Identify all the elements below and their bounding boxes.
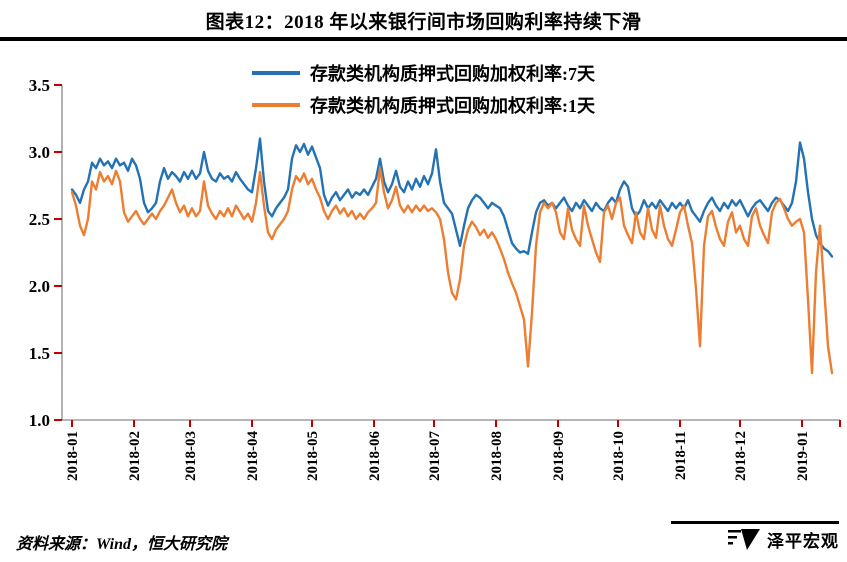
y-tick-label: 1.0 — [29, 411, 50, 430]
x-tick-label: 2018-02 — [127, 431, 143, 481]
x-tick-label: 2019-01 — [795, 431, 811, 481]
x-tick-label: 2018-09 — [551, 431, 567, 481]
brand-logo-text: 泽平宏观 — [767, 531, 839, 551]
line-chart: 3.5 3.0 2.5 2.0 1.5 1.0 2018-01 2018-02 2018-03 2… — [29, 76, 841, 481]
brand-logo: 泽平宏观 — [671, 521, 839, 552]
series-line-0 — [70, 137, 834, 258]
series-line-1 — [70, 166, 834, 375]
y-tick-label: 2.0 — [29, 277, 50, 296]
x-tick-label: 2018-10 — [611, 431, 627, 481]
page-title: 图表12：2018 年以来银行间市场回购利率持续下滑 — [205, 12, 642, 33]
x-tick-label: 2018-11 — [673, 431, 689, 480]
y-tick-label: 3.0 — [29, 143, 50, 162]
brand-logo-icon — [728, 529, 760, 550]
y-tick-label: 1.5 — [29, 344, 50, 363]
x-tick-label: 2018-08 — [489, 431, 505, 481]
x-tick-label: 2018-03 — [183, 431, 199, 481]
x-tick-label: 2018-07 — [427, 431, 443, 481]
x-tick-label: 2018-12 — [733, 431, 749, 481]
source-note: 资料来源：Wind，恒大研究院 — [16, 536, 227, 553]
title-divider — [0, 37, 847, 41]
y-tick-label: 2.5 — [29, 210, 50, 229]
x-tick-label: 2018-01 — [65, 431, 81, 481]
x-tick-label: 2018-04 — [245, 431, 261, 481]
y-tick-label: 3.5 — [29, 76, 50, 95]
x-tick-label: 2018-05 — [305, 431, 321, 481]
x-tick-label: 2018-06 — [367, 431, 383, 481]
